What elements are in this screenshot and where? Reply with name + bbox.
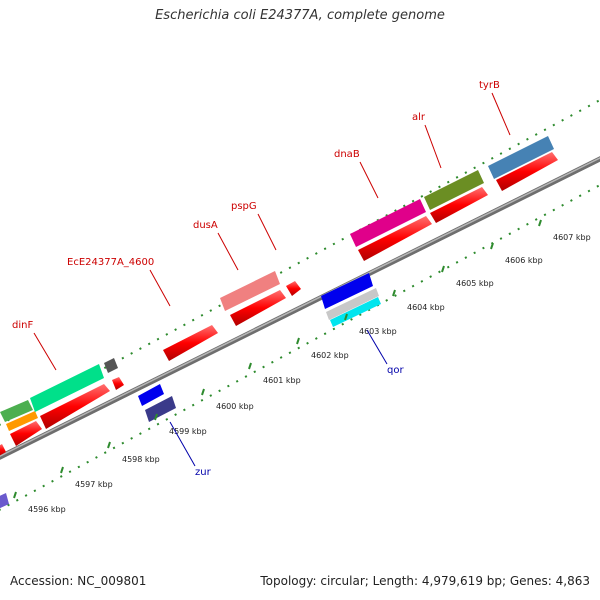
feature-track-reverse [0, 273, 381, 509]
gene-label-ece24377a_4600[interactable]: EcE24377A_4600 [67, 257, 154, 268]
tick-label: 4599 kbp [169, 427, 207, 436]
major-tick [107, 441, 111, 449]
major-tick [441, 265, 445, 273]
major-tick [344, 313, 348, 321]
gene-leader-line [149, 269, 171, 307]
genome-summary-text: Topology: circular; Length: 4,979,619 bp… [260, 574, 590, 588]
tick-label: 4602 kbp [311, 351, 349, 360]
feature-pspg-block [220, 271, 280, 311]
gene-leader-line [359, 161, 379, 199]
major-tick [490, 242, 494, 250]
cds-arrow [112, 377, 124, 390]
gene-label-zur[interactable]: zur [195, 467, 212, 478]
feature-purple-block [0, 493, 9, 509]
tick-label: 4601 kbp [263, 376, 301, 385]
gene-leader-line [366, 329, 388, 365]
major-ticks [13, 219, 542, 499]
map-title: Escherichia coli E24377A, complete genom… [155, 8, 445, 23]
gene-label-dusa[interactable]: dusA [193, 220, 218, 231]
gene-leader-line [424, 124, 442, 169]
feature-navy-block [145, 396, 176, 422]
feature-orange [6, 411, 38, 431]
gene-leader-line [217, 232, 239, 271]
gene-label-dnab[interactable]: dnaB [334, 149, 360, 160]
cds-arrow [286, 281, 301, 296]
tick-label: 4605 kbp [456, 279, 494, 288]
gene-label-tyrb[interactable]: tyrB [479, 80, 500, 91]
feature-dnab-block [350, 199, 426, 247]
cds-arrow [163, 325, 218, 361]
cds-arrow [230, 290, 286, 326]
major-tick [60, 466, 64, 474]
major-tick [154, 413, 158, 421]
feature-lightgrey-block [326, 288, 379, 320]
tick-label: 4597 kbp [75, 480, 113, 489]
feature-track-annotations [0, 136, 554, 431]
gene-labels: dinF EcE24377A_4600 dusA pspG dnaB alr tyrB zur… [12, 80, 511, 478]
tick-label: 4604 kbp [407, 303, 445, 312]
cds-arrow [358, 216, 432, 261]
inner-tick-ring [0, 184, 600, 511]
cds-arrow [430, 187, 488, 223]
major-tick [538, 219, 542, 227]
gene-leader-line [169, 421, 196, 467]
tick-label: 4598 kbp [122, 455, 160, 464]
tick-label: 4600 kbp [216, 402, 254, 411]
genome-backbone-highlight [0, 157, 600, 457]
feature-zur-block [138, 384, 164, 406]
gene-label-pspg[interactable]: pspG [231, 201, 257, 212]
accession-text: Accession: NC_009801 [10, 574, 147, 588]
feature-dinf-block [30, 364, 104, 412]
genome-backbone [0, 156, 600, 460]
feature-cyan-block [330, 297, 381, 327]
major-tick [296, 337, 300, 345]
gene-leader-line [33, 332, 57, 371]
gene-label-alr[interactable]: alr [412, 112, 426, 123]
gene-leader-line [257, 213, 277, 251]
cds-arrow [0, 444, 6, 456]
major-tick [13, 491, 17, 499]
gene-leader-line [491, 92, 511, 136]
feature-grey-square [104, 358, 118, 373]
cds-arrow [496, 152, 558, 191]
major-tick [392, 289, 396, 297]
feature-qor-block [321, 273, 373, 309]
major-tick [248, 362, 252, 370]
gene-label-qor[interactable]: qor [387, 365, 404, 376]
tick-label: 4606 kbp [505, 256, 543, 265]
cds-arrow [40, 384, 110, 429]
feature-green-small [0, 400, 33, 422]
gene-label-dinf[interactable]: dinF [12, 320, 33, 331]
tick-label: 4596 kbp [28, 505, 66, 514]
feature-tyrb-block [488, 136, 554, 179]
feature-track-cds-forward [0, 152, 558, 456]
tick-label: 4603 kbp [359, 327, 397, 336]
tick-labels: 4596 kbp 4597 kbp 4598 kbp 4599 kbp 4600 kbp… [28, 233, 591, 514]
major-tick [201, 388, 205, 396]
tick-label: 4607 kbp [553, 233, 591, 242]
cds-arrow [10, 421, 42, 446]
feature-alr-block [424, 170, 484, 210]
